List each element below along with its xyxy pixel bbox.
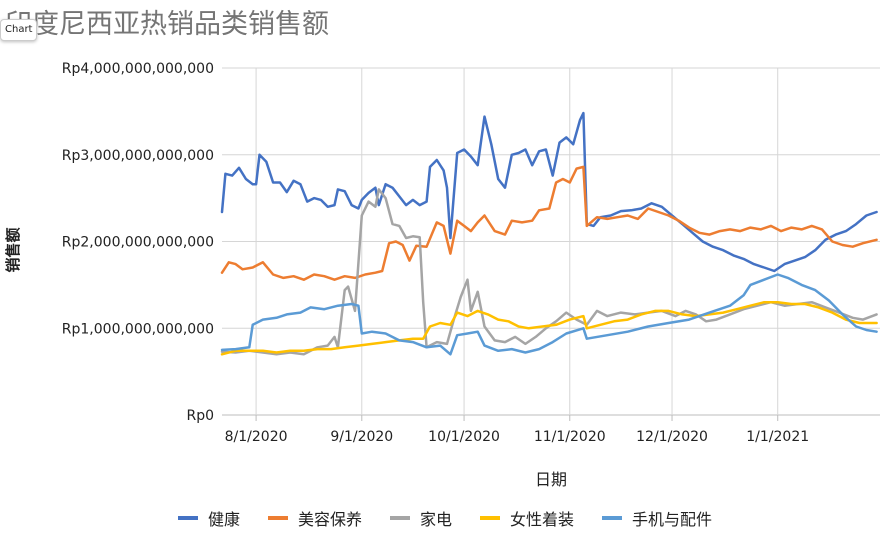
series-line-2[interactable] bbox=[220, 165, 878, 281]
x-axis-ticks: 8/1/2020 9/1/2020 10/1/2020 11/1/2020 12/1/2… bbox=[225, 429, 810, 445]
x-tick-label: 1/1/2021 bbox=[746, 429, 809, 445]
legend-label: 健康 bbox=[207, 510, 240, 529]
legend-swatch bbox=[602, 516, 623, 520]
x-axis-label: 日期 bbox=[535, 470, 567, 489]
legend-label: 手机与配件 bbox=[632, 510, 713, 529]
legend-swatch bbox=[480, 516, 500, 520]
chart-title: 印度尼西亚热销品类销售额 bbox=[5, 9, 329, 40]
legend-item[interactable]: 家电 bbox=[389, 507, 452, 529]
x-tick-label: 11/1/2020 bbox=[534, 429, 606, 445]
series-line-3[interactable] bbox=[220, 188, 878, 356]
y-tick-label: Rp3,000,000,000,000 bbox=[62, 148, 214, 164]
legend-item[interactable]: 美容保养 bbox=[267, 507, 362, 529]
legend-item[interactable]: 手机与配件 bbox=[602, 507, 712, 529]
legend-label: 美容保养 bbox=[297, 510, 362, 529]
x-tick-label: 12/1/2020 bbox=[636, 429, 708, 445]
chart-legend: 健康 美容保养 家电 女性着装 手机与配件 bbox=[0, 507, 890, 529]
legend-label: 女性着装 bbox=[510, 510, 575, 529]
y-tick-label: Rp4,000,000,000,000 bbox=[62, 61, 214, 77]
legend-item[interactable]: 女性着装 bbox=[480, 507, 574, 529]
legend-swatch bbox=[267, 516, 288, 520]
x-tick-label: 8/1/2020 bbox=[225, 429, 288, 445]
y-axis-label: 销售额 bbox=[4, 227, 22, 272]
legend-swatch bbox=[389, 516, 410, 520]
x-tick-label: 10/1/2020 bbox=[428, 429, 500, 445]
legend-label: 家电 bbox=[419, 510, 452, 529]
y-tick-label: Rp2,000,000,000,000 bbox=[62, 235, 214, 251]
legend-swatch bbox=[177, 516, 198, 520]
series-lines bbox=[220, 111, 878, 356]
x-tick-label: 9/1/2020 bbox=[330, 429, 393, 445]
series-line-4[interactable] bbox=[220, 300, 878, 356]
series-line-5[interactable] bbox=[220, 273, 878, 356]
y-axis-ticks: Rp0 Rp1,000,000,000,000 Rp2,000,000,000,00… bbox=[62, 61, 214, 424]
y-tick-label: Rp0 bbox=[186, 408, 214, 424]
chart-tab-badge[interactable]: Chart bbox=[0, 19, 38, 41]
legend-item[interactable]: 健康 bbox=[177, 507, 240, 529]
series-line-1[interactable] bbox=[220, 111, 878, 273]
gridlines bbox=[222, 67, 880, 421]
y-tick-label: Rp1,000,000,000,000 bbox=[62, 321, 214, 337]
